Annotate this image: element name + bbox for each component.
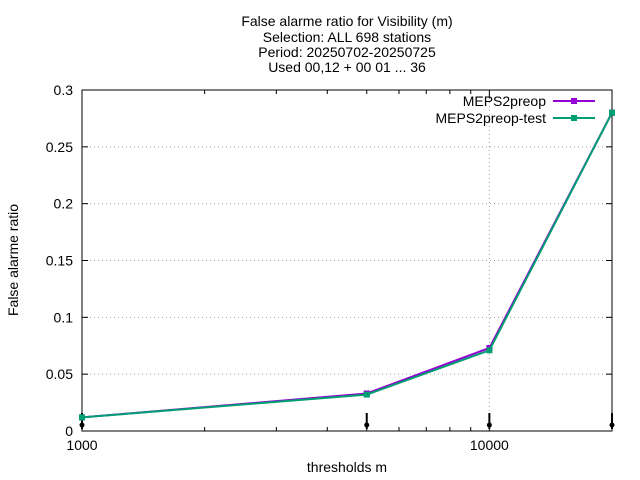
legend-marker-2 <box>571 115 577 121</box>
title-line-2: Selection: ALL 698 stations <box>263 29 431 45</box>
plot-border <box>81 89 613 432</box>
series-point-2 <box>363 391 370 398</box>
threshold-marker-dot <box>486 422 492 428</box>
x-tick-label: 1000 <box>66 437 97 453</box>
y-tick-label: 0.2 <box>54 196 74 212</box>
chart-title: False alarme ratio for Visibility (m) Se… <box>241 13 452 75</box>
series-line-2 <box>81 112 613 419</box>
threshold-marker-dot <box>364 422 370 428</box>
legend-marker-1 <box>571 98 577 104</box>
y-tick-label: 0.25 <box>46 139 73 155</box>
y-tick-label: 0.05 <box>46 366 73 382</box>
y-axis-label: False alarme ratio <box>5 204 21 316</box>
title-line-3: Period: 20250702-20250725 <box>258 44 436 60</box>
series <box>79 109 615 421</box>
y-tick-label: 0 <box>65 423 73 439</box>
threshold-marker-dot <box>79 422 85 428</box>
series-point-2 <box>486 347 493 354</box>
title-line-1: False alarme ratio for Visibility (m) <box>241 13 452 29</box>
series-point-2 <box>609 109 615 116</box>
series-point-2 <box>79 414 85 421</box>
grid <box>82 90 612 431</box>
x-tick-label: 10000 <box>470 437 509 453</box>
title-line-4: Used 00,12 + 00 01 ... 36 <box>268 59 426 75</box>
axes: 0 0.05 0.1 0.15 0.2 0.25 0.3 1000 10000 <box>46 82 613 453</box>
threshold-markers <box>79 413 615 429</box>
y-tick-label: 0.15 <box>46 253 73 269</box>
x-axis-label: thresholds m <box>307 459 387 475</box>
threshold-marker-dot <box>609 422 615 428</box>
y-tick-label: 0.1 <box>54 309 74 325</box>
legend-label-2: MEPS2preop-test <box>436 110 547 126</box>
y-tick-label: 0.3 <box>54 82 74 98</box>
legend-label-1: MEPS2preop <box>463 93 546 109</box>
